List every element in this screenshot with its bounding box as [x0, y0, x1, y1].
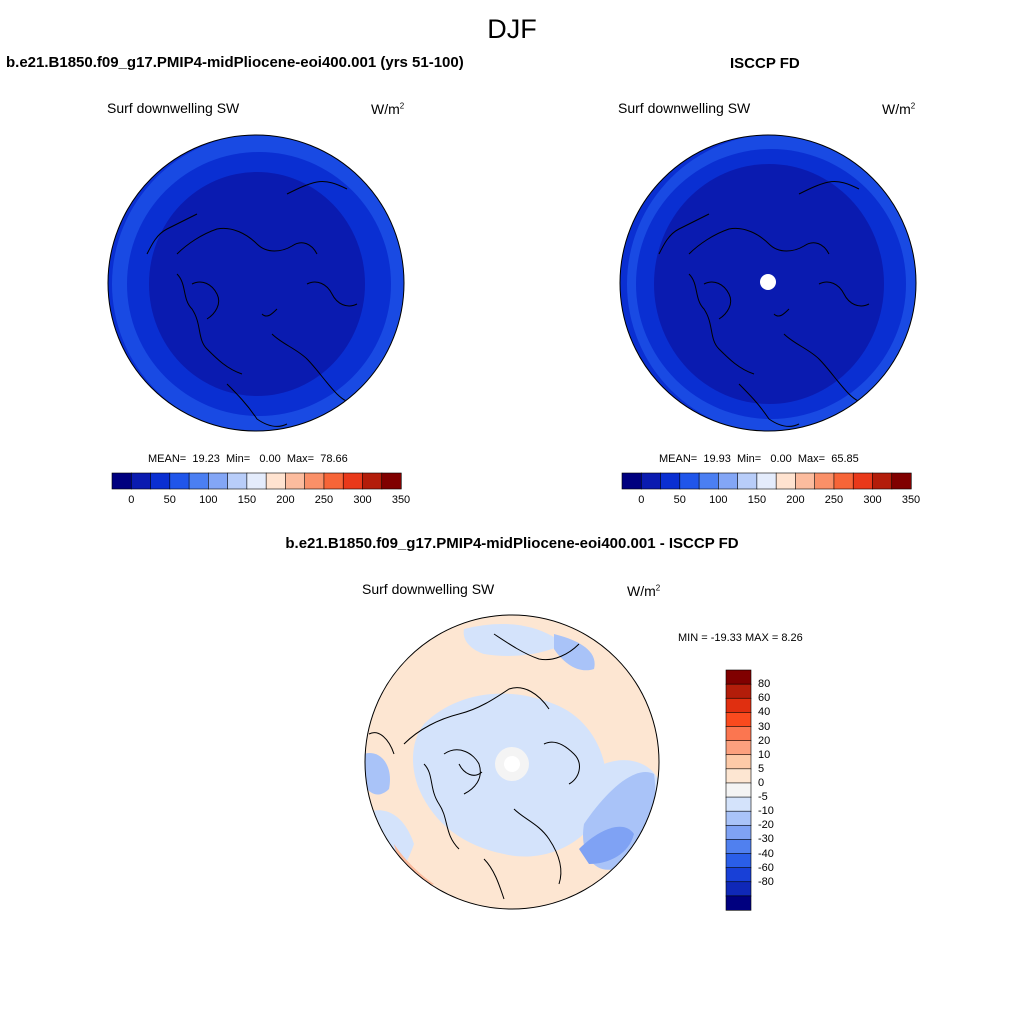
colorbar-model-box [150, 472, 171, 490]
colorbar-obs-tick-label: 100 [709, 494, 728, 506]
colorbar-model-box [304, 472, 325, 490]
colorbar-model-ticks: 0 50 100 150 200 250 300 350 [112, 494, 410, 508]
colorbar-obs-box [795, 472, 816, 490]
colorbar-model-box [246, 472, 267, 490]
colorbar-obs-tick-label: 350 [901, 494, 921, 506]
colorbar-diff-tick-label: 80 [758, 678, 771, 691]
colorbar-diff-tick-label: 0 [758, 776, 765, 789]
colorbar-model-tick-label: 100 [199, 494, 218, 506]
panel-model-units: W/m2 [371, 101, 405, 117]
colorbar-diff-tick-label: 60 [758, 692, 771, 705]
colorbar-diff-ticks: 80 60 40 30 20 10 5 0 -5 -10 -20 -30 -40 -60 -80 [726, 670, 806, 910]
colorbar-diff [725, 669, 752, 911]
panel-obs-units: W/m2 [882, 101, 916, 117]
colorbar-obs-box [679, 472, 700, 490]
map-diff-fill-blue-strong [579, 826, 634, 864]
panel-obs-variable: Surf downwelling SW [618, 100, 751, 116]
colorbar-obs-tick-label: 150 [747, 494, 767, 506]
colorbar-model-box [227, 472, 248, 490]
colorbar-model-box [208, 472, 229, 490]
colorbar-diff-tick-label: -30 [758, 833, 774, 846]
colorbar-diff-box [725, 895, 752, 911]
colorbar-diff-tick-label: 30 [758, 720, 771, 733]
panel-model-stats: MEAN= 19.23 Min= 0.00 Max= 78.66 [148, 453, 348, 465]
colorbar-model-box [285, 472, 306, 490]
map-obs [619, 134, 917, 432]
map-diff [364, 614, 660, 910]
colorbar-obs-box [872, 472, 893, 490]
colorbar-model-tick-label: 350 [391, 494, 411, 506]
panel-obs-title: ISCCP FD [730, 55, 800, 72]
map-diff-coastlines [368, 633, 580, 900]
colorbar-diff-tick-label: -80 [758, 875, 774, 888]
colorbar-obs-box [891, 472, 912, 490]
colorbar-model-tick-label: 150 [237, 494, 257, 506]
colorbar-model-box [342, 472, 364, 490]
colorbar-model [111, 472, 402, 490]
panel-diff-variable: Surf downwelling SW [362, 581, 495, 597]
colorbar-obs-ticks: 0 50 100 150 200 250 300 350 [622, 494, 920, 508]
colorbar-model-tick-label: 200 [276, 494, 295, 506]
colorbar-model-tick-label: 250 [314, 494, 334, 506]
colorbar-diff-tick-label: -20 [758, 819, 774, 832]
colorbar-obs-box [814, 472, 835, 490]
colorbar-obs-box [756, 472, 777, 490]
colorbar-diff-tick-label: -10 [758, 805, 774, 818]
colorbar-model-box [111, 472, 132, 490]
colorbar-obs-box [640, 472, 662, 490]
colorbar-obs-box [852, 472, 874, 490]
colorbar-obs-box [698, 472, 719, 490]
season-title: DJF [487, 14, 537, 44]
colorbar-model-tick-label: 300 [353, 494, 372, 506]
panel-model-variable: Surf downwelling SW [107, 100, 240, 116]
colorbar-model-box [381, 472, 402, 490]
panel-diff-units: W/m2 [627, 583, 661, 599]
colorbar-obs-box [775, 472, 797, 490]
colorbar-diff-tick-label: 5 [758, 762, 765, 775]
map-diff-missing-pole [504, 756, 520, 772]
colorbar-model-tick-label: 50 [163, 494, 176, 506]
colorbar-model-box [323, 472, 344, 490]
colorbar-obs-box [718, 472, 739, 490]
colorbar-model-box [130, 472, 152, 490]
colorbar-diff-tick-label: -60 [758, 861, 774, 874]
colorbar-obs-box [621, 472, 642, 490]
panel-diff-title: b.e21.B1850.f09_g17.PMIP4-midPliocene-eo… [285, 535, 739, 552]
colorbar-model-box [265, 472, 287, 490]
map-model-fill-core [149, 172, 365, 396]
colorbar-model-box [362, 472, 383, 490]
colorbar-obs-tick-label: 200 [786, 494, 805, 506]
colorbar-obs [621, 472, 912, 490]
colorbar-diff-tick-label: 20 [758, 734, 771, 747]
colorbar-model-box [188, 472, 209, 490]
map-obs-missing-pole [760, 274, 776, 290]
colorbar-diff-tick-label: -5 [758, 791, 768, 804]
colorbar-obs-box [737, 472, 758, 490]
colorbar-obs-box [833, 472, 854, 490]
colorbar-obs-tick-label: 50 [673, 494, 686, 506]
panel-diff-minmax: MIN = -19.33 MAX = 8.26 [678, 632, 803, 644]
colorbar-diff-tick-label: 40 [758, 706, 771, 719]
colorbar-model-tick-label: 0 [128, 494, 135, 506]
colorbar-obs-tick-label: 250 [824, 494, 844, 506]
colorbar-model-box [169, 472, 190, 490]
colorbar-diff-tick-label: -40 [758, 847, 774, 860]
panel-obs-stats: MEAN= 19.93 Min= 0.00 Max= 65.85 [659, 453, 859, 465]
colorbar-obs-tick-label: 300 [863, 494, 882, 506]
panel-model-title: b.e21.B1850.f09_g17.PMIP4-midPliocene-eo… [6, 54, 464, 71]
colorbar-obs-tick-label: 0 [638, 494, 645, 506]
colorbar-obs-box [660, 472, 681, 490]
colorbar-diff-tick-label: 10 [758, 748, 771, 761]
map-model [107, 134, 405, 432]
